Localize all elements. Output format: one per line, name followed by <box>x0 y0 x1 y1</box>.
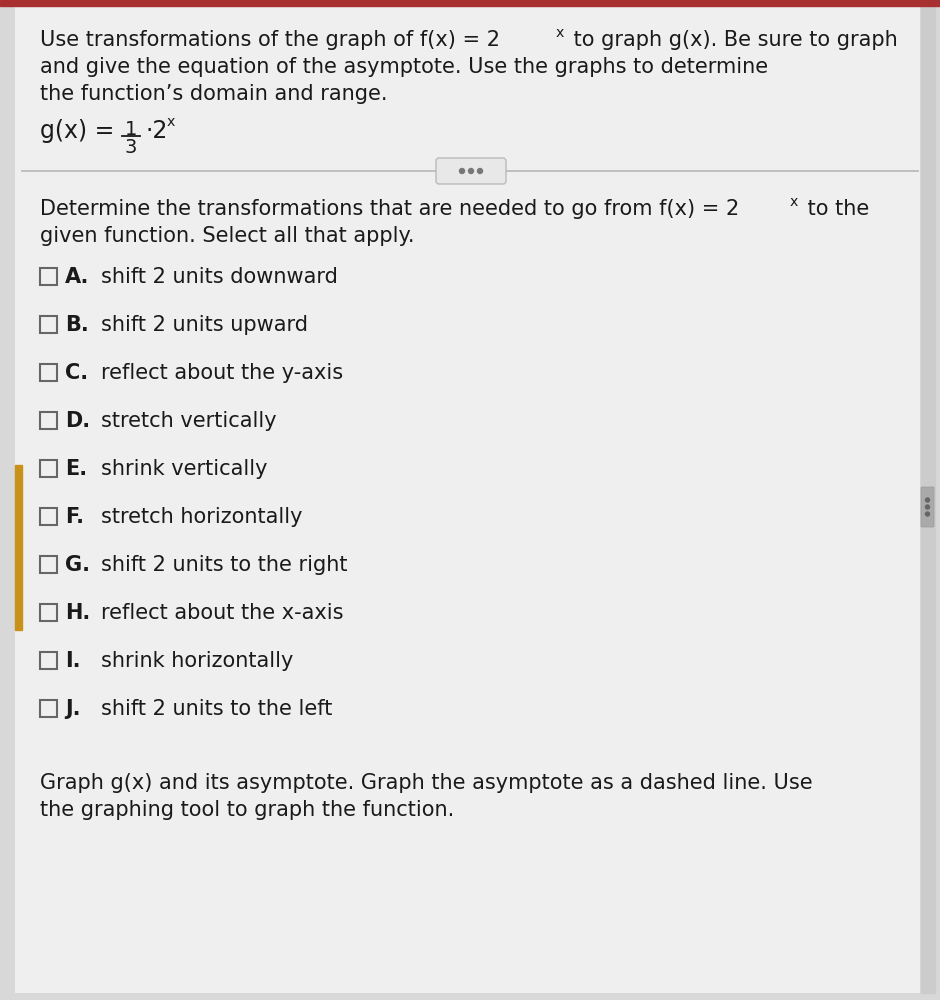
Text: B.: B. <box>65 315 88 335</box>
Text: g(x) =: g(x) = <box>40 119 122 143</box>
Text: reflect about the x-axis: reflect about the x-axis <box>101 603 343 623</box>
Bar <box>40 316 57 333</box>
Bar <box>0 0 940 6</box>
Bar <box>40 460 57 477</box>
Bar <box>40 412 57 429</box>
Text: Graph g(x) and its asymptote. Graph the asymptote as a dashed line. Use: Graph g(x) and its asymptote. Graph the … <box>40 773 812 793</box>
Text: reflect about the y-axis: reflect about the y-axis <box>101 363 343 383</box>
Text: F.: F. <box>65 507 84 527</box>
Text: the graphing tool to graph the function.: the graphing tool to graph the function. <box>40 800 454 820</box>
Text: Determine the transformations that are needed to go from f(x) = 2: Determine the transformations that are n… <box>40 199 739 219</box>
Text: shift 2 units downward: shift 2 units downward <box>101 267 337 287</box>
Bar <box>40 700 57 717</box>
Text: 1: 1 <box>125 120 137 139</box>
Text: to the: to the <box>801 199 870 219</box>
Text: the function’s domain and range.: the function’s domain and range. <box>40 84 387 104</box>
Circle shape <box>926 498 930 502</box>
Text: shift 2 units to the left: shift 2 units to the left <box>101 699 333 719</box>
Circle shape <box>478 168 482 174</box>
Text: C.: C. <box>65 363 88 383</box>
Text: I.: I. <box>65 651 81 671</box>
Text: A.: A. <box>65 267 89 287</box>
Circle shape <box>460 168 464 174</box>
Text: shift 2 units to the right: shift 2 units to the right <box>101 555 348 575</box>
Text: Use transformations of the graph of f(x) = 2: Use transformations of the graph of f(x)… <box>40 30 500 50</box>
Text: J.: J. <box>65 699 81 719</box>
Bar <box>40 268 57 285</box>
Text: H.: H. <box>65 603 90 623</box>
Circle shape <box>926 505 930 509</box>
Text: shrink horizontally: shrink horizontally <box>101 651 293 671</box>
Circle shape <box>926 512 930 516</box>
Bar <box>40 652 57 669</box>
Text: G.: G. <box>65 555 90 575</box>
Text: stretch vertically: stretch vertically <box>101 411 276 431</box>
Text: x: x <box>167 115 176 129</box>
Text: E.: E. <box>65 459 87 479</box>
Text: shift 2 units upward: shift 2 units upward <box>101 315 308 335</box>
Text: given function. Select all that apply.: given function. Select all that apply. <box>40 226 415 246</box>
Text: 3: 3 <box>125 138 137 157</box>
Bar <box>40 604 57 621</box>
Text: stretch horizontally: stretch horizontally <box>101 507 303 527</box>
Bar <box>15 465 22 630</box>
Text: to graph g(x). Be sure to graph: to graph g(x). Be sure to graph <box>567 30 898 50</box>
Circle shape <box>468 168 474 174</box>
Text: x: x <box>790 195 798 209</box>
Text: shrink vertically: shrink vertically <box>101 459 268 479</box>
Text: and give the equation of the asymptote. Use the graphs to determine: and give the equation of the asymptote. … <box>40 57 768 77</box>
Text: D.: D. <box>65 411 90 431</box>
Bar <box>40 508 57 525</box>
FancyBboxPatch shape <box>436 158 506 184</box>
Text: x: x <box>556 26 564 40</box>
Bar <box>40 556 57 573</box>
Text: ·2: ·2 <box>145 119 167 143</box>
FancyBboxPatch shape <box>921 487 934 527</box>
Bar <box>921 5 935 993</box>
Bar <box>40 364 57 381</box>
